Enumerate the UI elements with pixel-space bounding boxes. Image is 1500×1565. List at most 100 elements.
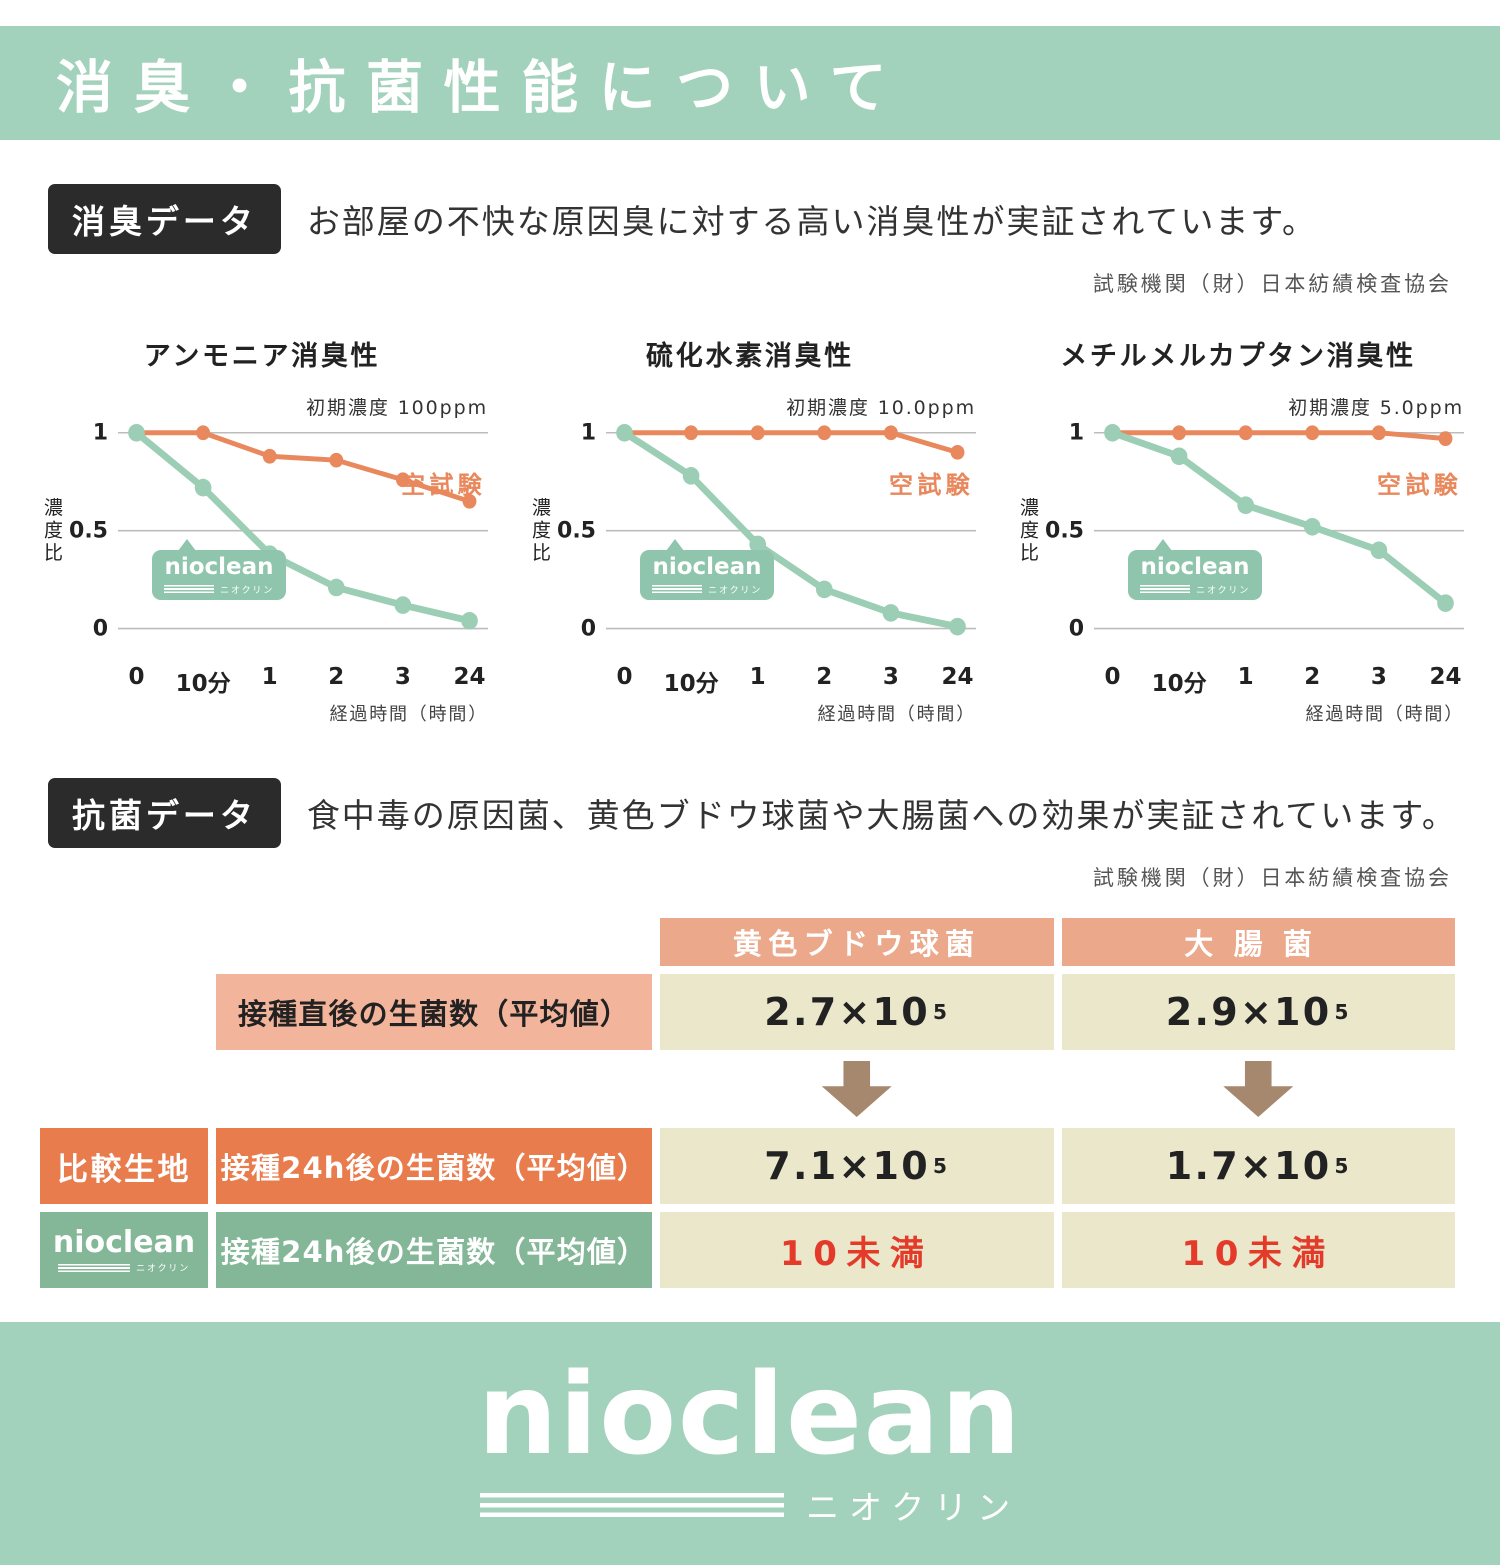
blank-test-series-label: 空試験 xyxy=(889,471,974,499)
y-axis-label: 濃度比 xyxy=(529,497,551,565)
value-initial-staph: 2.7×10 5 xyxy=(660,974,1054,1050)
chart-plot: 1 0.5 0 濃度比 空試験 nioclean ニオクリン xyxy=(41,420,488,656)
y-axis-label: 濃度比 xyxy=(41,497,63,565)
blank-test-series-label: 空試験 xyxy=(401,471,486,499)
x-axis-ticks: 0 10分 1 2 3 24 xyxy=(118,664,488,698)
antibacterial-section-head: 抗菌データ 食中毒の原因菌、黄色ブドウ球菌や大腸菌への効果が実証されています。 xyxy=(48,778,1455,848)
nioclean-series-badge: nioclean ニオクリン xyxy=(640,539,774,600)
deodorize-section: 消臭データ お部屋の不快な原因臭に対する高い消臭性が実証されています。 試験機関… xyxy=(0,184,1500,726)
x-tick-label: 3 xyxy=(1370,664,1387,690)
antibacterial-section: 抗菌データ 食中毒の原因菌、黄色ブドウ球菌や大腸菌への効果が実証されています。 … xyxy=(0,778,1500,1288)
x-axis-ticks: 0 10分 1 2 3 24 xyxy=(606,664,976,698)
value-compare-ecoli: 1.7×10 5 xyxy=(1061,1128,1455,1204)
row-label-initial-count: 接種直後の生菌数（平均値） xyxy=(216,974,652,1050)
value-exponent: 5 xyxy=(1334,1000,1351,1024)
chart-hydrogen-sulfide: 硫化水素消臭性 初期濃度 10.0ppm 1 0.5 0 濃度比 空試験 nio… xyxy=(514,334,986,726)
x-axis-label: 経過時間（時間） xyxy=(1305,704,1464,725)
ytick-1: 1 xyxy=(580,420,596,446)
antibacterial-table: 黄色ブドウ球菌 大腸菌 接種直後の生菌数（平均値） 2.7×10 5 2.9×10… xyxy=(40,918,1455,1288)
nioclean-series-badge: nioclean ニオクリン xyxy=(1128,539,1262,600)
chart-methyl-mercaptan: メチルメルカプタン消臭性 初期濃度 5.0ppm 1 0.5 0 濃度比 空試験… xyxy=(1002,334,1474,726)
nioclean-logo-katakana: ニオクリン xyxy=(708,585,762,596)
arrow-cell xyxy=(660,1058,1054,1120)
x-tick-label: 2 xyxy=(1304,664,1321,690)
nioclean-logo-text: nioclean xyxy=(652,554,762,581)
nioclean-logo-text: nioclean xyxy=(1140,554,1250,581)
nioclean-brand-logo: nioclean ニオクリン xyxy=(478,1359,1023,1529)
down-arrow-icon xyxy=(1223,1061,1294,1117)
x-tick-label: 24 xyxy=(1429,664,1462,690)
row-side-comparison-fabric: 比較生地 xyxy=(40,1128,208,1204)
nioclean-logo-katakana: ニオクリン xyxy=(220,585,274,596)
x-tick-label: 1 xyxy=(261,664,278,690)
deodorize-description: お部屋の不快な原因臭に対する高い消臭性が実証されています。 xyxy=(306,202,1317,241)
chart-plot-svg xyxy=(118,423,488,630)
x-axis-ticks: 0 10分 1 2 3 24 xyxy=(1094,664,1464,698)
ytick-05: 0.5 xyxy=(1045,518,1084,544)
value-nioclean-staph: 10未満 xyxy=(660,1212,1054,1288)
x-tick-label: 3 xyxy=(882,664,899,690)
x-tick-label: 3 xyxy=(394,664,411,690)
value-exponent: 5 xyxy=(933,1000,950,1024)
x-tick-label: 1 xyxy=(749,664,766,690)
value-exponent: 5 xyxy=(933,1154,950,1178)
x-tick-label: 2 xyxy=(328,664,345,690)
deodorize-section-head: 消臭データ お部屋の不快な原因臭に対する高い消臭性が実証されています。 xyxy=(48,184,1455,254)
down-arrow-icon xyxy=(821,1061,892,1117)
nioclean-logo-katakana: ニオクリン xyxy=(136,1264,190,1274)
row-side-nioclean-logo: nioclean ニオクリン xyxy=(40,1212,208,1288)
chart-title: メチルメルカプタン消臭性 xyxy=(1060,341,1416,372)
brand-logo-text: nioclean xyxy=(477,1349,1023,1480)
ytick-05: 0.5 xyxy=(69,518,108,544)
value-compare-staph: 7.1×10 5 xyxy=(660,1128,1054,1204)
antibacterial-badge: 抗菌データ xyxy=(48,778,281,848)
deodorant-charts: アンモニア消臭性 初期濃度 100ppm 1 0.5 0 濃度比 空試験 nio… xyxy=(26,334,1474,726)
initial-concentration-label: 初期濃度 100ppm xyxy=(306,397,488,419)
x-tick-label: 1 xyxy=(1237,664,1254,690)
nioclean-logo-katakana: ニオクリン xyxy=(1196,585,1250,596)
header-band: 消臭・抗菌性能について xyxy=(0,26,1500,140)
logo-lines-icon xyxy=(1140,585,1191,594)
x-tick-label: 24 xyxy=(941,664,974,690)
deodorize-test-agency: 試験機関（財）日本紡績検査協会 xyxy=(1092,272,1452,296)
x-tick-label: 10分 xyxy=(1151,671,1207,697)
chart-title: アンモニア消臭性 xyxy=(143,341,381,372)
value-base: 1.7×10 xyxy=(1165,1144,1332,1188)
value-base: 2.9×10 xyxy=(1165,990,1332,1034)
x-tick-label: 0 xyxy=(616,664,633,690)
col-header-staphylococcus: 黄色ブドウ球菌 xyxy=(660,918,1054,966)
value-initial-ecoli: 2.9×10 5 xyxy=(1061,974,1455,1050)
row-label-24h-nioclean: 接種24h後の生菌数（平均値） xyxy=(216,1212,652,1288)
ytick-0: 0 xyxy=(92,616,108,641)
page-title: 消臭・抗菌性能について xyxy=(56,55,908,121)
x-tick-label: 24 xyxy=(453,664,486,690)
brand-logo-katakana: ニオクリン xyxy=(806,1487,1020,1527)
x-axis-label: 経過時間（時間） xyxy=(817,704,976,725)
chart-title: 硫化水素消臭性 xyxy=(646,341,854,372)
initial-concentration-label: 初期濃度 10.0ppm xyxy=(786,397,976,419)
row-label-24h-compare: 接種24h後の生菌数（平均値） xyxy=(216,1128,652,1204)
chart-plot: 1 0.5 0 濃度比 空試験 nioclean ニオクリン xyxy=(1017,420,1464,656)
speech-pointer-icon xyxy=(178,539,196,552)
logo-lines-icon xyxy=(652,585,703,594)
ytick-1: 1 xyxy=(1068,420,1084,446)
x-tick-label: 10分 xyxy=(175,671,231,697)
x-axis-label: 経過時間（時間） xyxy=(329,704,488,725)
value-base: 7.1×10 xyxy=(764,1144,930,1188)
x-tick-label: 0 xyxy=(128,664,145,690)
nioclean-logo-text: nioclean xyxy=(164,554,274,581)
x-tick-label: 0 xyxy=(1104,664,1121,690)
col-header-ecoli: 大腸菌 xyxy=(1061,918,1455,966)
antibacterial-description: 食中毒の原因菌、黄色ブドウ球菌や大腸菌への効果が実証されています。 xyxy=(306,796,1457,835)
value-nioclean-ecoli: 10未満 xyxy=(1061,1212,1455,1288)
chart-plot: 1 0.5 0 濃度比 空試験 nioclean ニオクリン xyxy=(529,420,976,656)
speech-pointer-icon xyxy=(666,539,684,552)
arrow-cell xyxy=(1062,1058,1456,1120)
ytick-1: 1 xyxy=(92,420,108,446)
initial-concentration-label: 初期濃度 5.0ppm xyxy=(1288,397,1464,419)
antibacterial-test-agency: 試験機関（財）日本紡績検査協会 xyxy=(1092,866,1452,890)
nioclean-series-badge: nioclean ニオクリン xyxy=(152,539,286,600)
deodorize-badge: 消臭データ xyxy=(48,184,281,254)
y-axis-label: 濃度比 xyxy=(1017,497,1039,565)
x-tick-label: 10分 xyxy=(663,671,719,697)
